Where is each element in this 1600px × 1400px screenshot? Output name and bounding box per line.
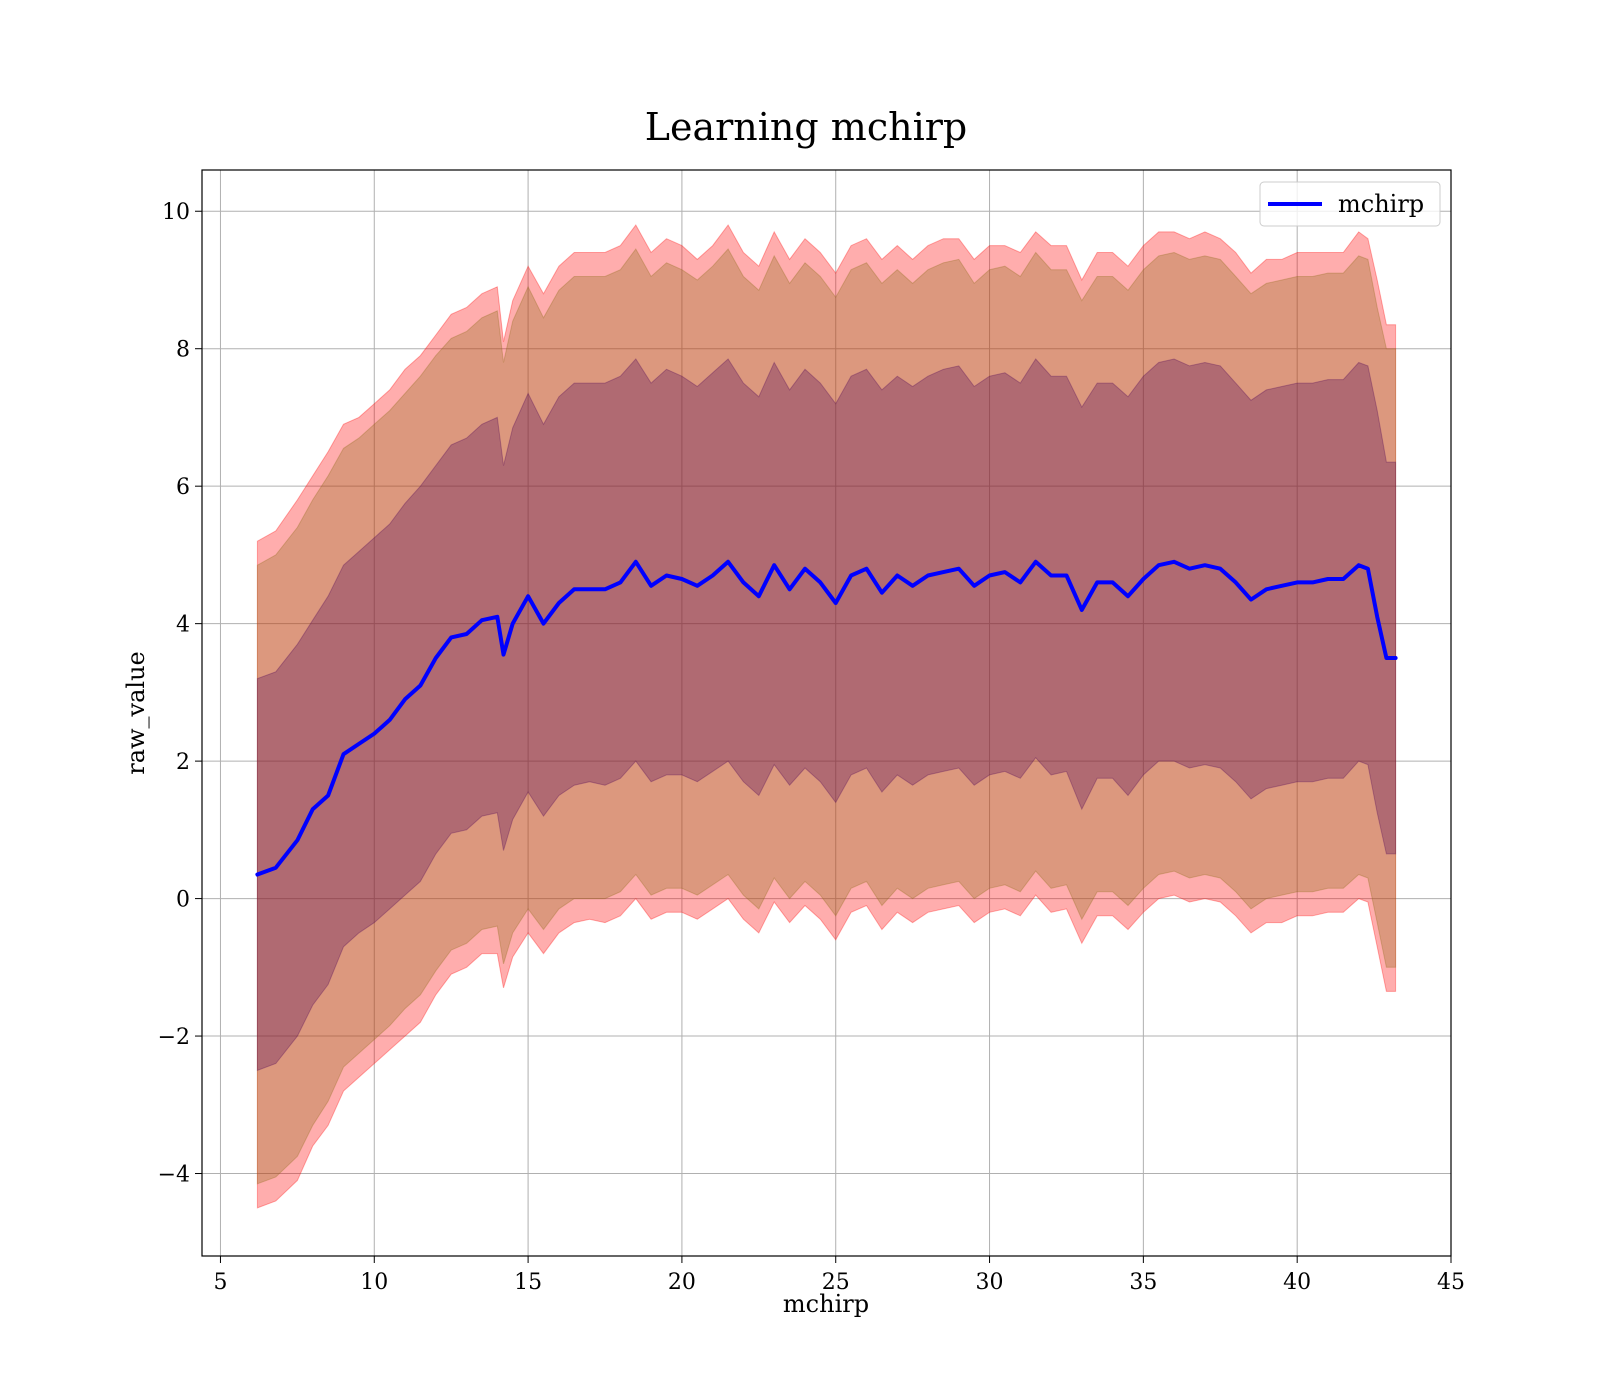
series-line-mchirp: [255, 559, 1398, 877]
band-inner: [256, 358, 1397, 1072]
axis-ticks: 5 10 15 20 25 30 35 40 45 −4 −2 0 2 4 6 8 10: [158, 200, 1465, 1295]
x-tick-label: 45: [1437, 1270, 1465, 1295]
y-axis-title: raw_value: [122, 651, 150, 775]
y-tick-label: 10: [162, 200, 190, 225]
chart-title: Learning mchirp: [645, 105, 967, 149]
legend-box: [1259, 181, 1441, 227]
y-tick-label: 6: [176, 475, 190, 500]
legend: mchirp: [1259, 181, 1441, 227]
y-tick-label: 0: [176, 888, 190, 913]
x-tick-label: 10: [360, 1270, 388, 1295]
y-tick-label: −2: [158, 1025, 190, 1050]
y-tick-label: −4: [158, 1163, 190, 1188]
band-outer: [256, 224, 1397, 1209]
confidence-bands: [256, 224, 1397, 1209]
x-tick-label: 35: [1129, 1270, 1157, 1295]
x-tick-label: 25: [822, 1270, 850, 1295]
x-tick-label: 20: [668, 1270, 696, 1295]
y-tick-label: 2: [176, 750, 190, 775]
x-tick-label: 30: [976, 1270, 1004, 1295]
x-axis-title: mchirp: [783, 1290, 869, 1318]
x-tick-label: 5: [213, 1270, 227, 1295]
x-tick-label: 15: [514, 1270, 542, 1295]
series-lines: [255, 559, 1398, 877]
y-tick-label: 4: [176, 613, 190, 638]
plot-frame: [201, 169, 1452, 1257]
y-tick-label: 8: [176, 338, 190, 363]
x-tick-label: 40: [1283, 1270, 1311, 1295]
band-middle: [256, 248, 1397, 1185]
legend-label: mchirp: [1338, 190, 1424, 218]
